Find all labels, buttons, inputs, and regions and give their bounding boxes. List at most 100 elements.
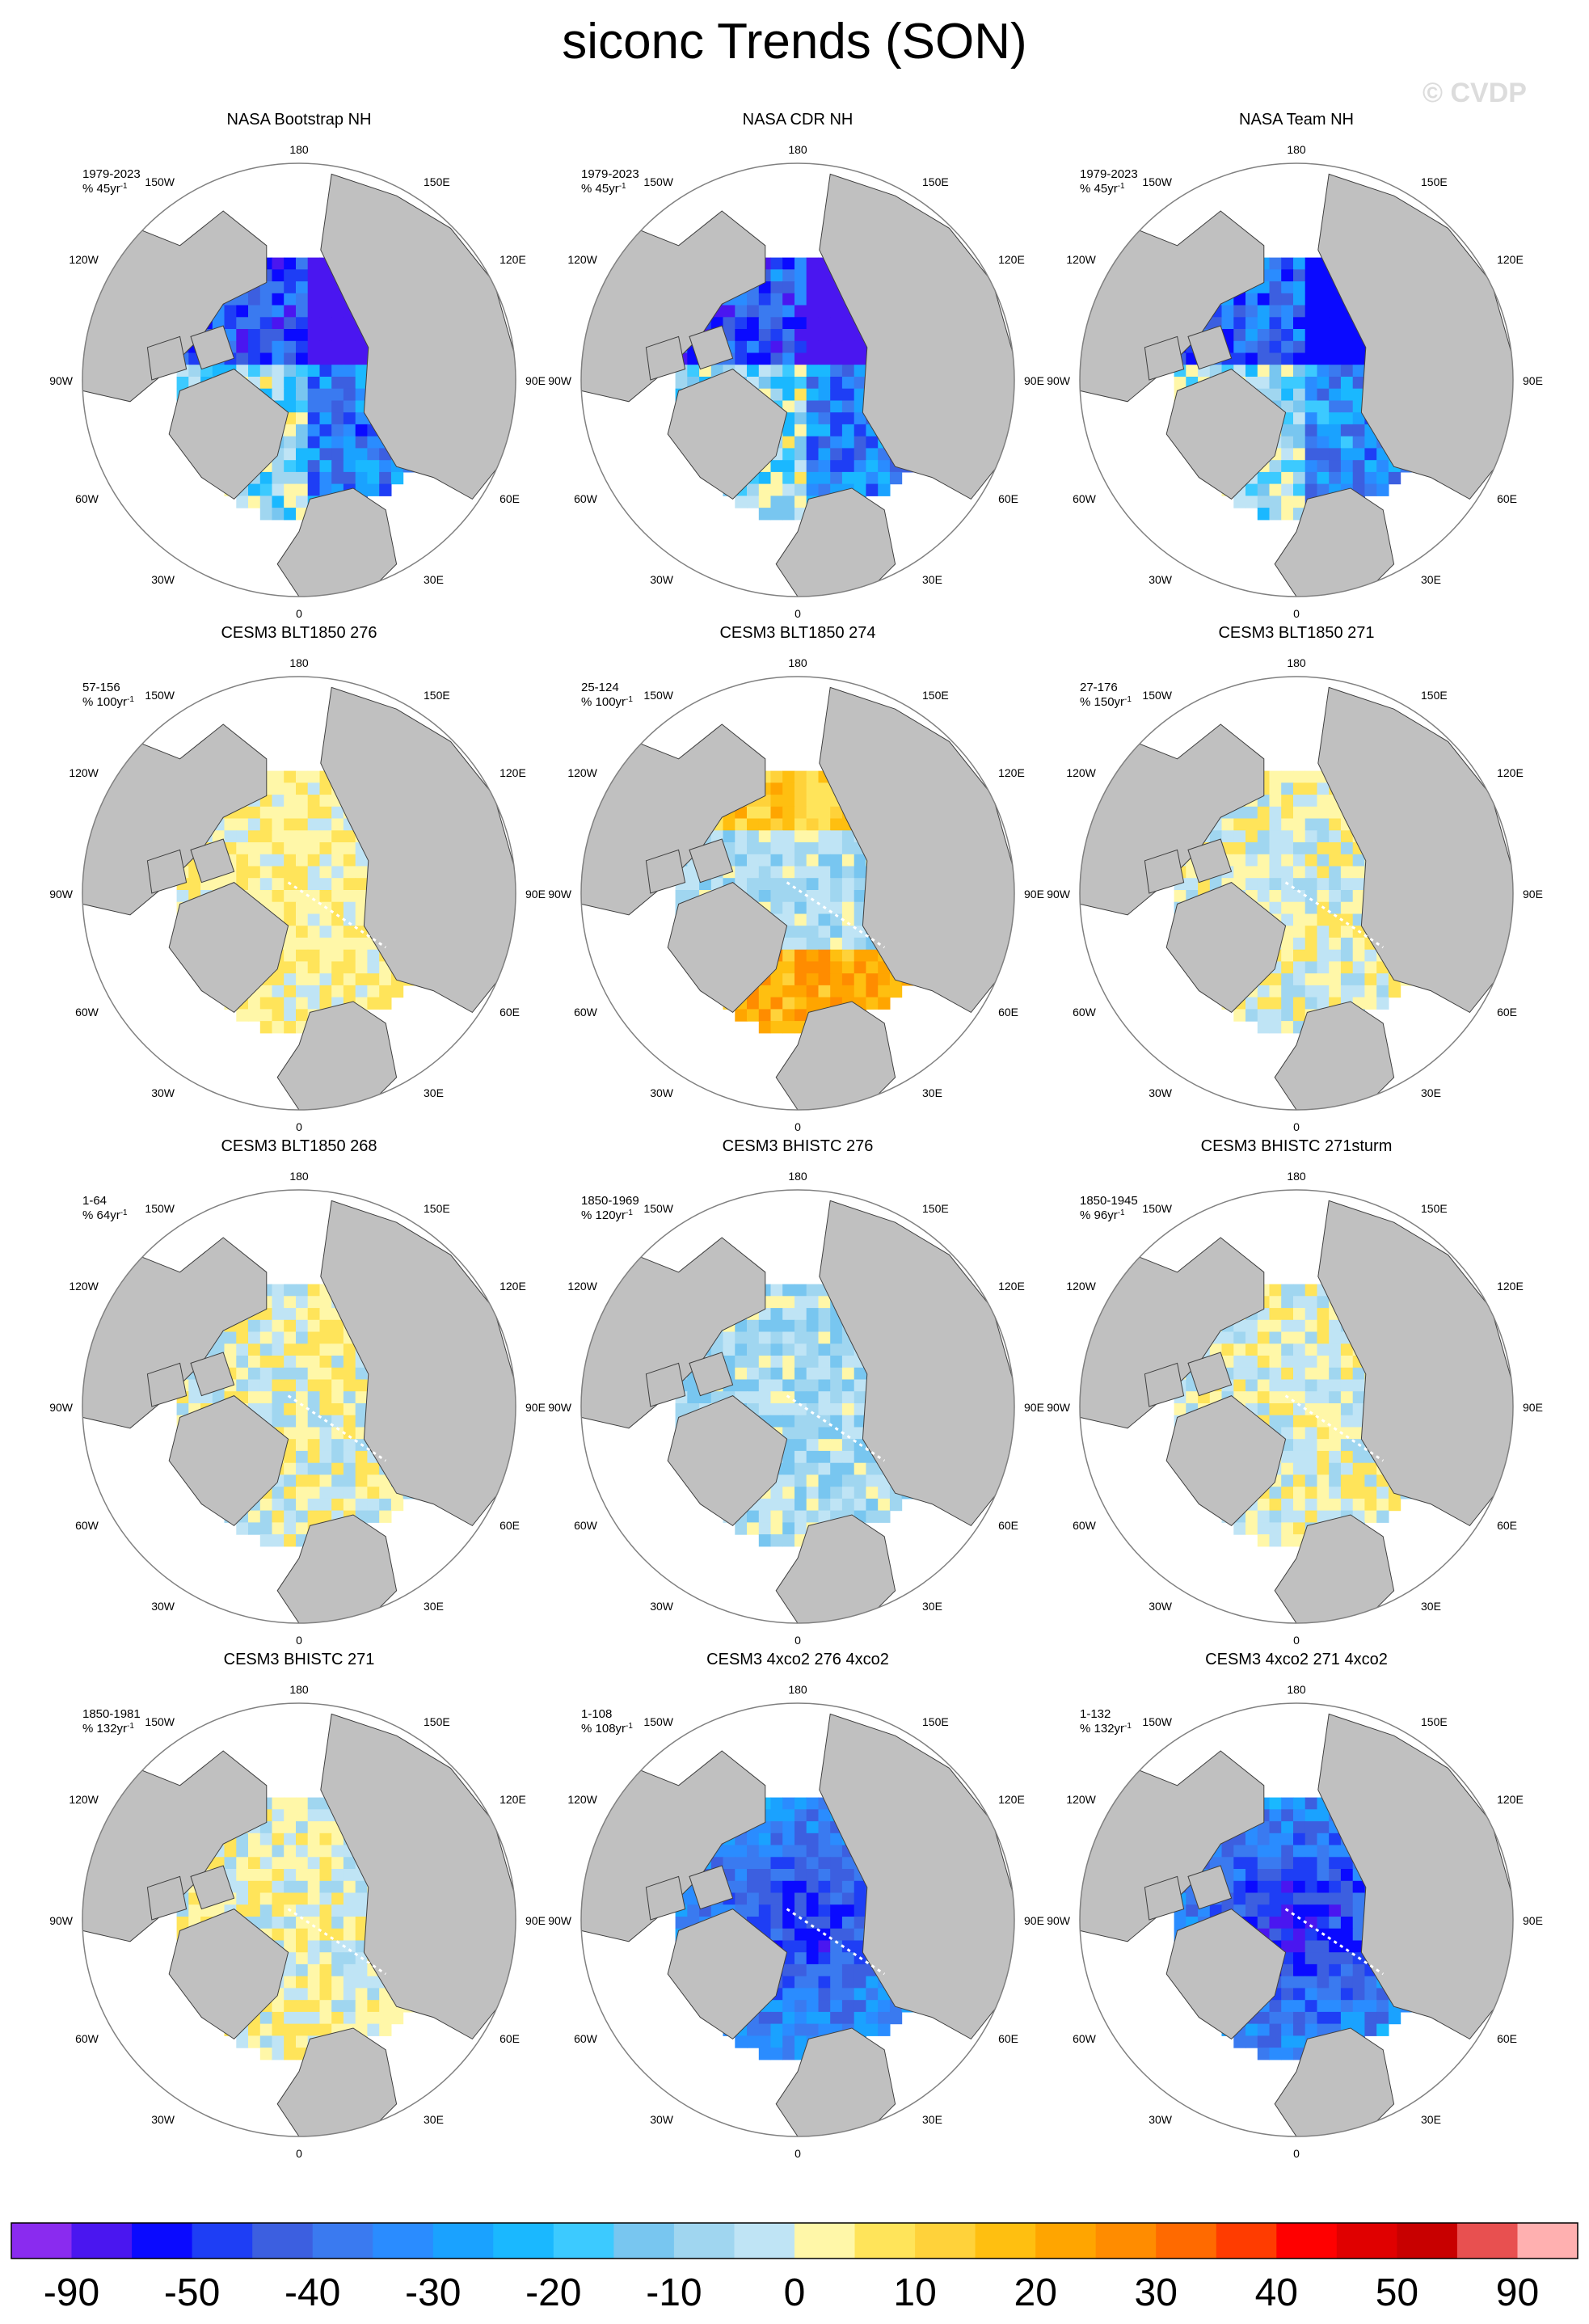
trend-cell [1304, 352, 1317, 365]
trend-cell [1329, 1403, 1342, 1416]
trend-cell [782, 508, 795, 521]
trend-cell [782, 281, 795, 294]
trend-cell [1293, 329, 1306, 342]
trend-cell [355, 1403, 368, 1416]
trend-cell [818, 1809, 831, 1822]
trend-cell [1340, 1391, 1354, 1404]
trend-cell [307, 1439, 320, 1452]
map-border [1079, 162, 1514, 597]
trend-cell [830, 365, 843, 377]
trend-cell [307, 1379, 320, 1392]
trend-cell [1269, 1021, 1282, 1034]
trend-cell [841, 1917, 855, 1930]
trend-cell [355, 377, 368, 390]
trend-cell [758, 1857, 772, 1870]
trend-cell [1281, 471, 1294, 485]
trend-cell [1304, 842, 1317, 855]
trend-cell [794, 293, 807, 306]
trend-cell [296, 400, 309, 413]
trend-cell [236, 352, 249, 365]
trend-cell [1317, 1869, 1330, 1882]
trend-cell [1304, 1487, 1317, 1499]
trend-cell [1304, 412, 1317, 425]
trend-cell [1245, 1510, 1258, 1523]
trend-cell [782, 269, 795, 282]
lon-label-ur1: 150E [922, 1202, 949, 1215]
trend-cell [272, 890, 285, 903]
trend-cell [806, 1857, 819, 1870]
trend-cell [735, 352, 748, 365]
trend-cell [735, 496, 748, 508]
trend-cell [272, 508, 285, 521]
trend-cell [1317, 1462, 1330, 1475]
trend-cell [735, 1522, 748, 1535]
trend-cell [818, 448, 831, 461]
trend-cell [307, 806, 320, 820]
trend-cell [319, 1952, 332, 1965]
trend-cell [770, 973, 783, 986]
trend-cell [307, 269, 320, 282]
trend-cell [224, 305, 237, 318]
trend-cell [782, 1917, 795, 1930]
trend-cell [770, 483, 783, 496]
trend-cell [735, 1356, 748, 1369]
trend-cell [259, 1379, 273, 1392]
trend-cell [1329, 1833, 1342, 1846]
trend-cell [259, 340, 273, 354]
trend-cell [331, 1403, 344, 1416]
trend-cell [1293, 365, 1306, 377]
trend-cell [284, 770, 297, 783]
trend-cell [818, 1904, 831, 1917]
trend-cell [854, 866, 866, 879]
trend-cell [770, 1869, 783, 1882]
trend-cell [747, 340, 760, 354]
trend-cell [1281, 985, 1294, 998]
trend-cell [331, 365, 344, 377]
trend-cell [747, 1510, 760, 1523]
trend-cell [1281, 1331, 1294, 1344]
trend-cell [1329, 1928, 1342, 1941]
trend-cell [272, 1308, 285, 1321]
trend-cell [854, 985, 866, 998]
trend-cell [1293, 1940, 1306, 1953]
trend-cell [272, 352, 285, 365]
trend-cell [1293, 1403, 1306, 1416]
trend-cell [367, 2000, 380, 2013]
trend-cell [747, 1833, 760, 1846]
trend-cell [1317, 1809, 1330, 1822]
trend-cell [1352, 961, 1365, 974]
trend-cell [1257, 1343, 1271, 1356]
trend-cell [307, 854, 320, 867]
trend-cell [355, 436, 368, 449]
trend-cell [1340, 1403, 1354, 1416]
trend-cell [782, 1892, 795, 1905]
trend-cell [1364, 471, 1377, 485]
trend-cell [1304, 317, 1317, 330]
trend-cell [296, 1869, 309, 1882]
trend-cell [188, 1391, 201, 1404]
trend-cell [1281, 508, 1294, 521]
trend-cell [782, 1976, 795, 1989]
trend-cell [1340, 1857, 1354, 1870]
trend-cell [1245, 1833, 1258, 1846]
trend-cell [758, 1869, 772, 1882]
trend-cell [1293, 1343, 1306, 1356]
trend-cell [1281, 890, 1294, 903]
trend-cell [866, 483, 879, 496]
trend-cell [818, 1869, 831, 1882]
trend-cell [841, 340, 855, 354]
trend-cell [735, 2035, 748, 2048]
trend-cell [841, 866, 855, 879]
trend-cell [343, 340, 356, 354]
trend-cell [331, 400, 344, 413]
trend-cell [806, 1809, 819, 1822]
trend-cell [854, 1963, 866, 1977]
trend-cell [770, 377, 783, 390]
trend-cell [806, 818, 819, 831]
trend-cell [1293, 890, 1306, 903]
trend-cell [1233, 1845, 1246, 1858]
trend-cell [1269, 377, 1282, 390]
trend-cell [296, 878, 309, 891]
trend-cell [782, 973, 795, 986]
trend-cell [782, 1845, 795, 1858]
